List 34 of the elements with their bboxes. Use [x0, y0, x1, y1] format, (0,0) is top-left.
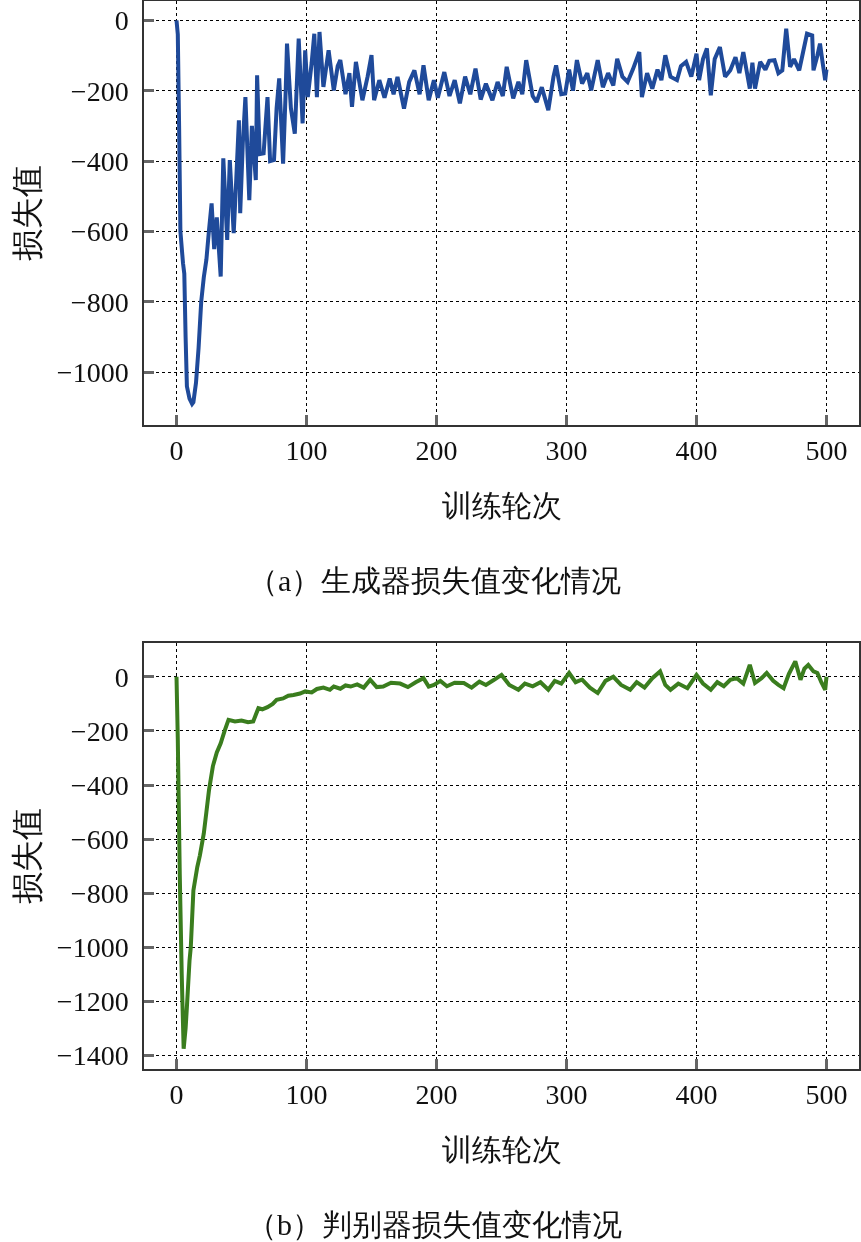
y-tick-label: −400 — [70, 145, 129, 177]
x-tick-label: 100 — [285, 435, 328, 467]
y-tick-label: −1000 — [56, 357, 129, 389]
line-series — [174, 659, 829, 1051]
y-tick-label: −600 — [70, 823, 129, 855]
x-tick-label: 0 — [169, 1079, 184, 1111]
text: （b）判别器损失值变化情况 — [247, 1208, 622, 1241]
x-tick-label: 300 — [545, 1079, 588, 1111]
text: （a）生成器损失值变化情况 — [248, 564, 622, 597]
y-tick-label: −200 — [70, 715, 129, 747]
y-axis-title: 损失值 — [9, 165, 45, 261]
y-tick-label: −800 — [70, 877, 129, 909]
y-tick-label: −800 — [70, 286, 129, 318]
x-tick-label: 200 — [415, 435, 458, 467]
y-tick-label: 0 — [114, 661, 129, 693]
y-tick-label: −200 — [70, 75, 129, 107]
x-tick-label: 200 — [415, 1079, 458, 1111]
x-tick-label: 400 — [675, 1079, 718, 1111]
y-tick-label: −600 — [70, 216, 129, 248]
y-tick-label: −1200 — [56, 986, 129, 1018]
x-axis-title: 训练轮次 — [442, 489, 562, 522]
y-tick-label: −1000 — [56, 932, 129, 964]
x-tick-label: 0 — [169, 435, 184, 467]
x-axis-title: 训练轮次 — [442, 1133, 562, 1166]
x-tick-label: 300 — [545, 435, 588, 467]
x-tick-label: 100 — [285, 1079, 328, 1111]
x-tick-label: 500 — [805, 1079, 848, 1111]
x-tick-label: 500 — [805, 435, 848, 467]
y-tick-label: −1400 — [56, 1040, 129, 1072]
x-tick-label: 400 — [675, 435, 718, 467]
y-axis-title: 损失值 — [9, 808, 45, 904]
line-series — [174, 18, 829, 406]
y-tick-label: −400 — [70, 769, 129, 801]
y-tick-label: 0 — [114, 5, 129, 37]
